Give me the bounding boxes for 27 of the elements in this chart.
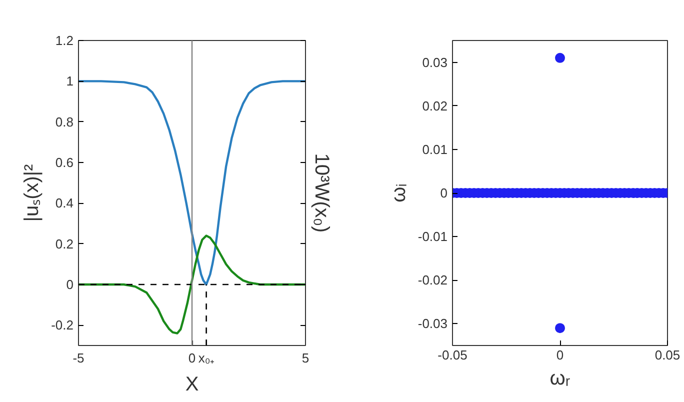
- x-tick-label: 0.05: [654, 348, 680, 362]
- y-tick-label: -0.2: [51, 318, 74, 333]
- y-tick-label: 1.2: [55, 33, 74, 48]
- y-tick-label: 0.4: [55, 196, 74, 211]
- y-tick-label: -0.03: [418, 316, 448, 332]
- y-tick-label: 1: [66, 74, 74, 89]
- y-tick-label: -0.02: [418, 272, 448, 288]
- y-tick-label: 0: [440, 186, 448, 200]
- y-tick-label: 0.6: [55, 155, 74, 170]
- y-tick-label: -0.01: [418, 229, 448, 244]
- y-axis-title: |uₛ(x)|²: [21, 164, 44, 222]
- x-tick-label: x₀₊: [198, 350, 214, 366]
- y-tick-label: 0.03: [422, 54, 448, 70]
- x-axis-title: X: [185, 374, 199, 396]
- y-tick-label: 0.8: [55, 114, 74, 130]
- y-tick-label: 0.2: [55, 236, 74, 252]
- y-tick-label: 0: [66, 277, 74, 292]
- y-tick-label: 0.01: [422, 142, 448, 157]
- x-tick-label: 5: [302, 350, 310, 366]
- x-axis-title: ωᵣ: [550, 368, 570, 390]
- y2-axis-title: 10³W(x₀): [310, 153, 332, 233]
- x-tick-label: -0.05: [438, 348, 468, 362]
- y-axis-title: ωᵢ: [388, 184, 410, 202]
- y-tick-label: 0.02: [422, 98, 448, 114]
- x-tick-label: 0: [556, 348, 564, 362]
- x-tick-label: 0: [188, 350, 196, 366]
- x-tick-label: -5: [72, 350, 84, 366]
